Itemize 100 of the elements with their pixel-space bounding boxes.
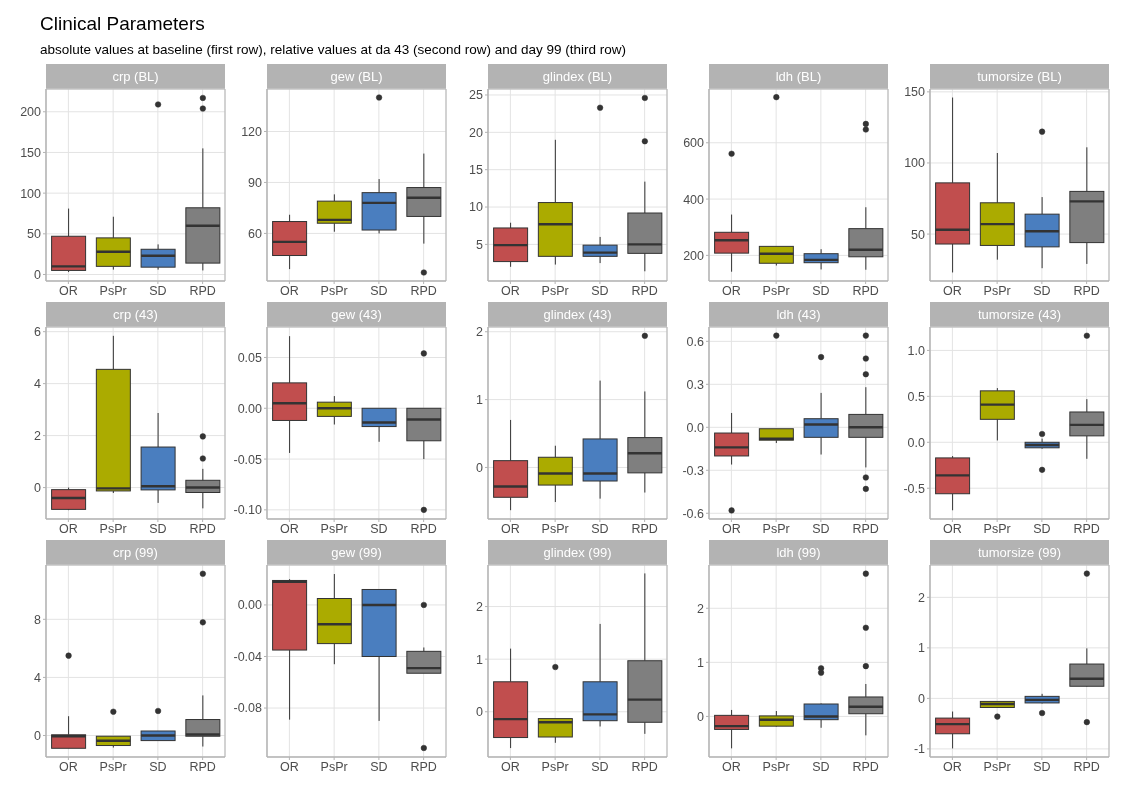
x-tick-label: RPD	[1073, 283, 1100, 298]
y-tick-label: 2	[34, 429, 42, 444]
y-tick-label: 50	[27, 227, 42, 242]
x-tick-label: OR	[722, 521, 741, 536]
y-tick-label: 60	[248, 226, 263, 241]
y-tick-label: 25	[469, 88, 484, 103]
y-tick-label: 10	[469, 200, 484, 215]
y-tick-label: -0.04	[233, 649, 263, 664]
x-tick-label: SD	[149, 521, 167, 536]
x-tick-label: RPD	[410, 759, 437, 774]
x-tick-label: SD	[370, 283, 388, 298]
x-tick-label: PsPr	[541, 283, 569, 298]
y-tick-label: -0.5	[903, 481, 926, 496]
y-tick-label: 0	[34, 267, 42, 282]
y-tick-label: 0	[918, 691, 926, 706]
y-tick-label: 120	[241, 124, 263, 139]
y-tick-label: 0	[34, 481, 42, 495]
y-tick-label: 200	[683, 248, 705, 263]
x-tick-label: SD	[370, 759, 388, 774]
x-tick-label: OR	[501, 759, 520, 774]
y-tick-label: 50	[911, 227, 926, 242]
x-tick-label: SD	[1033, 521, 1051, 536]
chart-title: tumorsize (43)	[977, 307, 1062, 322]
y-tick-label: 90	[248, 175, 263, 190]
x-tick-label: PsPr	[762, 759, 790, 774]
x-tick-label: PsPr	[983, 283, 1011, 298]
y-tick-label: -1	[913, 742, 926, 757]
y-tick-label: 150	[904, 85, 926, 100]
x-tick-label: SD	[591, 759, 609, 774]
y-tick-label: 15	[469, 163, 484, 178]
x-tick-label: PsPr	[983, 759, 1011, 774]
x-tick-label: PsPr	[320, 283, 348, 298]
chart-title: ldh (BL)	[775, 69, 822, 84]
y-tick-label: 2	[476, 325, 484, 340]
chart-title: glindex (43)	[543, 307, 612, 322]
x-tick-label: SD	[812, 521, 830, 536]
x-tick-label: SD	[812, 759, 830, 774]
y-tick-label: 8	[34, 612, 42, 627]
y-tick-label: 1	[918, 641, 926, 656]
x-tick-label: OR	[280, 521, 299, 536]
x-tick-label: PsPr	[983, 521, 1011, 536]
y-tick-label: 1	[476, 652, 484, 667]
y-tick-label: 100	[20, 186, 42, 201]
x-tick-label: PsPr	[320, 521, 348, 536]
y-tick-label: 400	[683, 192, 705, 207]
chart-title: glindex (99)	[543, 545, 612, 560]
x-tick-label: RPD	[410, 283, 437, 298]
chart-title: gew (43)	[331, 307, 382, 322]
chart-title: tumorsize (BL)	[977, 69, 1062, 84]
x-tick-label: PsPr	[99, 283, 127, 298]
y-tick-label: 20	[469, 125, 484, 140]
y-tick-label: 5	[476, 237, 484, 252]
chart-title: crp (43)	[113, 307, 158, 322]
x-tick-label: SD	[149, 759, 167, 774]
x-tick-label: PsPr	[541, 759, 569, 774]
y-tick-label: -0.6	[682, 506, 705, 521]
x-tick-label: SD	[370, 521, 388, 536]
chart-title: gew (BL)	[330, 69, 383, 84]
x-tick-label: PsPr	[541, 521, 569, 536]
y-tick-label: 1.0	[907, 343, 926, 358]
x-tick-label: RPD	[189, 283, 216, 298]
chart-title: crp (99)	[113, 545, 158, 560]
x-tick-label: OR	[943, 759, 962, 774]
text: Clinical Parameters	[40, 12, 206, 36]
x-tick-label: PsPr	[99, 759, 127, 774]
x-tick-label: RPD	[852, 283, 879, 298]
y-tick-label: -0.10	[233, 503, 263, 518]
x-tick-label: OR	[722, 283, 741, 298]
y-tick-label: 0	[476, 705, 484, 720]
chart-title: gew (99)	[331, 545, 382, 560]
x-tick-label: RPD	[631, 283, 658, 298]
x-tick-label: OR	[59, 521, 78, 536]
x-tick-label: OR	[501, 521, 520, 536]
text: absolute values at baseline (first row), relative values at da 43 (second row) and day 99 (third row)	[40, 41, 628, 59]
x-tick-label: SD	[149, 283, 167, 298]
y-tick-label: 200	[20, 105, 42, 120]
y-tick-label: 6	[34, 325, 42, 340]
x-tick-label: RPD	[189, 759, 216, 774]
y-tick-label: 0.6	[686, 334, 705, 349]
x-tick-label: SD	[1033, 759, 1051, 774]
x-tick-label: RPD	[410, 521, 437, 536]
y-tick-label: 150	[20, 145, 42, 160]
x-tick-label: OR	[280, 759, 299, 774]
x-tick-label: OR	[59, 759, 78, 774]
y-tick-label: 0.0	[686, 420, 705, 435]
x-tick-label: OR	[59, 283, 78, 298]
y-tick-label: 2	[476, 599, 484, 614]
x-tick-label: RPD	[189, 521, 216, 536]
chart-title: crp (BL)	[112, 69, 159, 84]
y-tick-label: 0.05	[237, 350, 263, 365]
chart-title: glindex (BL)	[542, 69, 613, 84]
x-tick-label: OR	[943, 521, 962, 536]
x-tick-label: SD	[812, 283, 830, 298]
chart-title: ldh (99)	[776, 545, 821, 560]
y-tick-label: 0.3	[686, 377, 705, 392]
y-tick-label: 100	[904, 156, 926, 171]
x-tick-label: RPD	[631, 759, 658, 774]
x-tick-label: PsPr	[99, 521, 127, 536]
y-tick-label: 600	[683, 136, 705, 151]
x-tick-label: OR	[722, 759, 741, 774]
